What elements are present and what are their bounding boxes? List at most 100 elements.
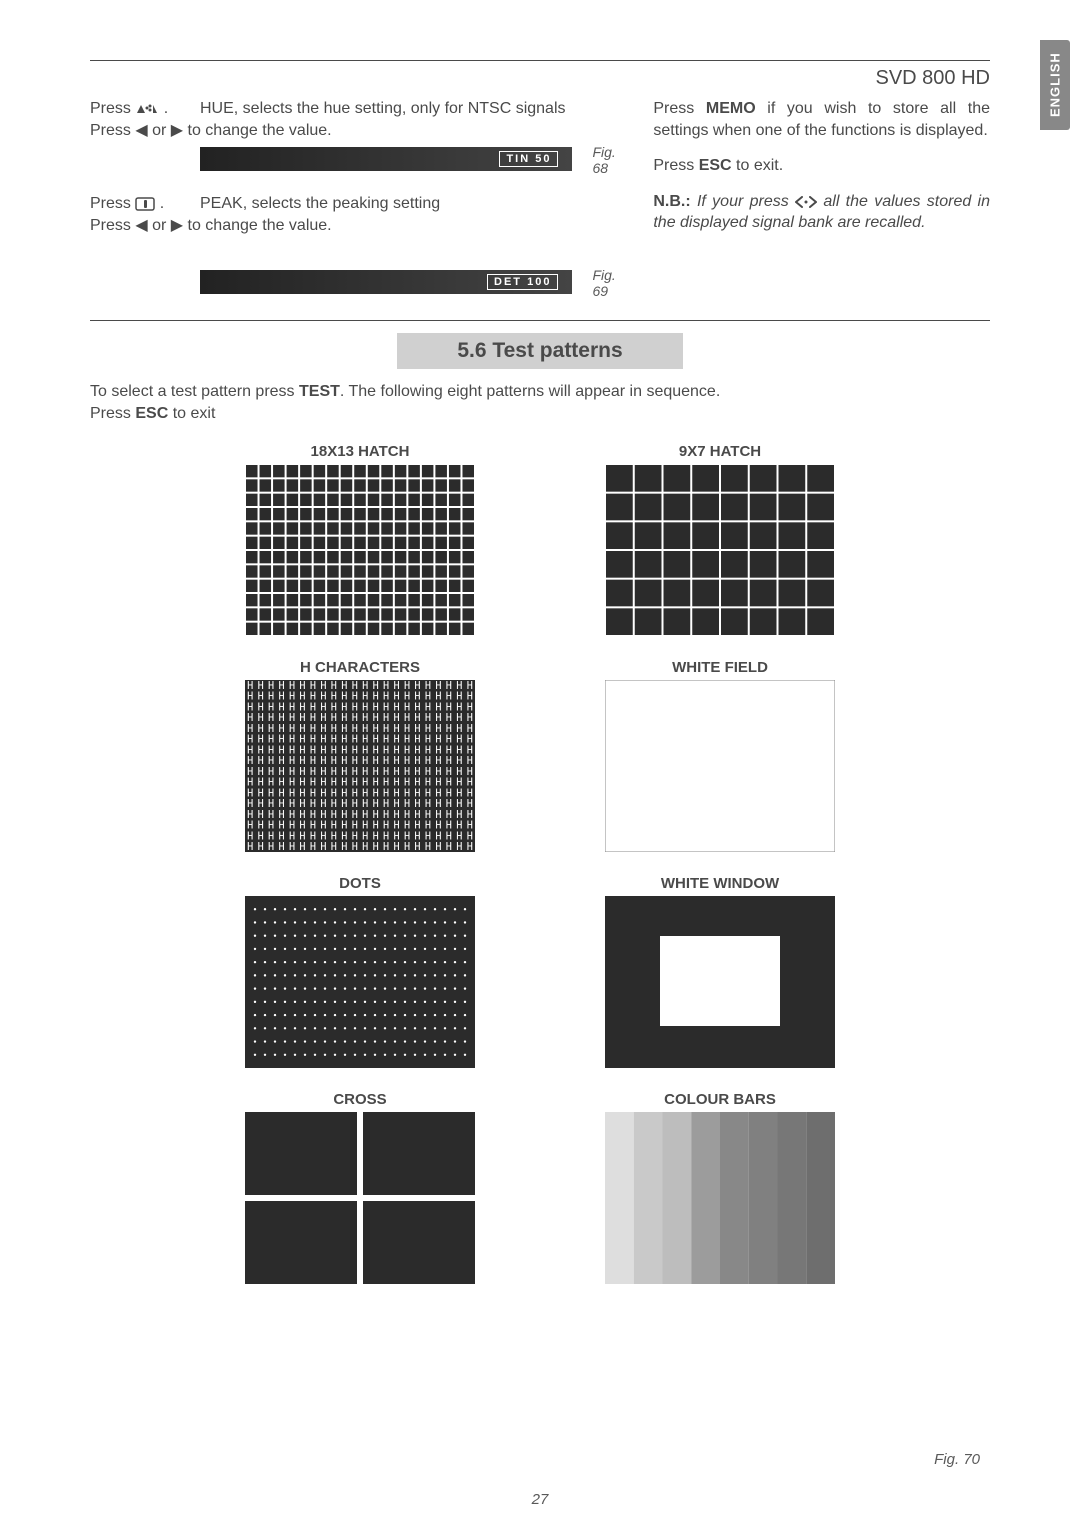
- section-intro-2: Press ESC to exit: [90, 403, 990, 425]
- svg-text:H: H: [247, 745, 253, 756]
- pattern-18x13: 18X13 HATCH: [245, 443, 475, 641]
- svg-text:H: H: [362, 809, 368, 820]
- svg-text:H: H: [320, 756, 326, 767]
- svg-text:H: H: [467, 788, 473, 799]
- svg-text:H: H: [258, 831, 264, 842]
- svg-text:H: H: [320, 842, 326, 852]
- white-field-image: [605, 680, 835, 852]
- svg-text:H: H: [383, 723, 389, 734]
- svg-text:H: H: [299, 702, 305, 713]
- left-col: Press . HUE, selects the hue setting, on…: [90, 98, 633, 302]
- svg-text:H: H: [279, 691, 285, 702]
- svg-text:H: H: [414, 766, 420, 777]
- svg-text:H: H: [310, 799, 316, 810]
- esc-word-2: ESC: [135, 405, 168, 422]
- svg-text:H: H: [331, 842, 337, 852]
- svg-text:H: H: [289, 713, 295, 724]
- svg-text:H: H: [331, 799, 337, 810]
- svg-text:H: H: [435, 809, 441, 820]
- period-2: .: [160, 195, 164, 212]
- svg-text:H: H: [456, 680, 462, 691]
- svg-text:H: H: [247, 766, 253, 777]
- colour-bars-image: [605, 1112, 835, 1284]
- svg-text:H: H: [373, 788, 379, 799]
- svg-text:H: H: [404, 723, 410, 734]
- svg-text:H: H: [456, 702, 462, 713]
- svg-text:H: H: [373, 766, 379, 777]
- svg-text:H: H: [258, 766, 264, 777]
- pattern-label: WHITE WINDOW: [605, 875, 835, 892]
- svg-text:H: H: [320, 691, 326, 702]
- svg-text:H: H: [247, 799, 253, 810]
- svg-text:H: H: [435, 745, 441, 756]
- svg-text:H: H: [331, 820, 337, 831]
- svg-text:H: H: [404, 680, 410, 691]
- svg-text:H: H: [268, 691, 274, 702]
- svg-text:H: H: [425, 799, 431, 810]
- svg-text:H: H: [425, 713, 431, 724]
- osd-det-value: DET 100: [487, 274, 558, 290]
- svg-text:H: H: [268, 734, 274, 745]
- svg-text:H: H: [299, 766, 305, 777]
- svg-text:H: H: [456, 766, 462, 777]
- svg-text:H: H: [362, 788, 368, 799]
- svg-text:H: H: [456, 691, 462, 702]
- svg-text:H: H: [299, 831, 305, 842]
- svg-text:H: H: [310, 734, 316, 745]
- svg-text:H: H: [310, 723, 316, 734]
- peak-icon: [135, 195, 159, 212]
- svg-text:H: H: [362, 842, 368, 852]
- svg-text:H: H: [373, 842, 379, 852]
- svg-text:H: H: [331, 734, 337, 745]
- svg-text:H: H: [394, 842, 400, 852]
- svg-text:H: H: [373, 680, 379, 691]
- svg-text:H: H: [299, 756, 305, 767]
- svg-text:H: H: [289, 680, 295, 691]
- svg-text:H: H: [352, 756, 358, 767]
- svg-text:H: H: [310, 809, 316, 820]
- svg-text:H: H: [320, 809, 326, 820]
- svg-text:H: H: [320, 831, 326, 842]
- svg-text:H: H: [425, 777, 431, 788]
- svg-text:H: H: [467, 734, 473, 745]
- svg-text:H: H: [320, 713, 326, 724]
- svg-text:H: H: [362, 734, 368, 745]
- svg-text:H: H: [435, 766, 441, 777]
- change-value-2: Press ◀ or ▶ to change the value.: [90, 215, 633, 237]
- svg-text:H: H: [352, 809, 358, 820]
- svg-text:H: H: [404, 734, 410, 745]
- svg-text:H: H: [258, 756, 264, 767]
- svg-text:H: H: [446, 766, 452, 777]
- svg-text:H: H: [352, 723, 358, 734]
- t: to exit.: [732, 157, 784, 174]
- svg-text:H: H: [279, 820, 285, 831]
- svg-text:H: H: [299, 691, 305, 702]
- svg-text:H: H: [289, 766, 295, 777]
- svg-text:H: H: [258, 799, 264, 810]
- svg-text:H: H: [456, 713, 462, 724]
- svg-text:H: H: [362, 820, 368, 831]
- svg-text:H: H: [279, 680, 285, 691]
- svg-text:H: H: [373, 745, 379, 756]
- svg-text:H: H: [425, 691, 431, 702]
- svg-text:H: H: [279, 734, 285, 745]
- svg-text:H: H: [467, 820, 473, 831]
- t: to exit: [168, 405, 215, 422]
- svg-text:H: H: [341, 713, 347, 724]
- svg-text:H: H: [289, 799, 295, 810]
- svg-text:H: H: [299, 745, 305, 756]
- svg-text:H: H: [299, 799, 305, 810]
- svg-text:H: H: [310, 831, 316, 842]
- peak-desc: PEAK, selects the peaking setting: [200, 193, 440, 215]
- svg-text:H: H: [373, 702, 379, 713]
- svg-text:H: H: [279, 723, 285, 734]
- svg-text:H: H: [435, 799, 441, 810]
- svg-text:H: H: [404, 702, 410, 713]
- svg-text:H: H: [352, 842, 358, 852]
- osd-tin-value: TIN 50: [499, 151, 558, 167]
- svg-text:H: H: [247, 713, 253, 724]
- svg-text:H: H: [373, 691, 379, 702]
- svg-text:H: H: [352, 691, 358, 702]
- nb-word: N.B.:: [653, 193, 690, 210]
- svg-text:H: H: [279, 831, 285, 842]
